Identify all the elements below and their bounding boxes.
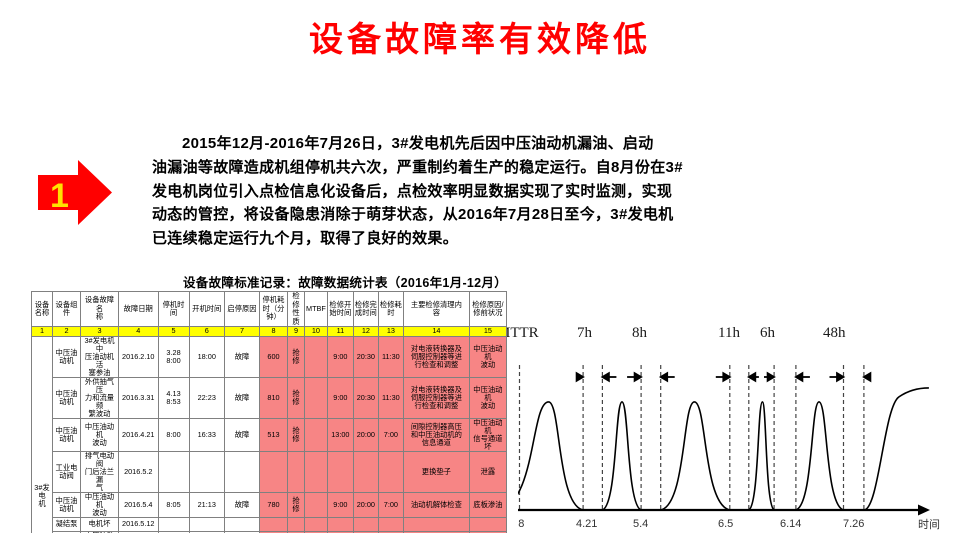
svg-text:4.21: 4.21: [576, 518, 597, 530]
svg-text:6.14: 6.14: [780, 518, 801, 530]
svg-text:1: 1: [50, 177, 69, 215]
svg-text:2.28: 2.28: [518, 518, 524, 530]
svg-text:5.4: 5.4: [633, 518, 648, 530]
svg-text:6.5: 6.5: [718, 518, 733, 530]
svg-text:7.26: 7.26: [843, 518, 864, 530]
svg-text:时间: 时间: [918, 518, 940, 531]
